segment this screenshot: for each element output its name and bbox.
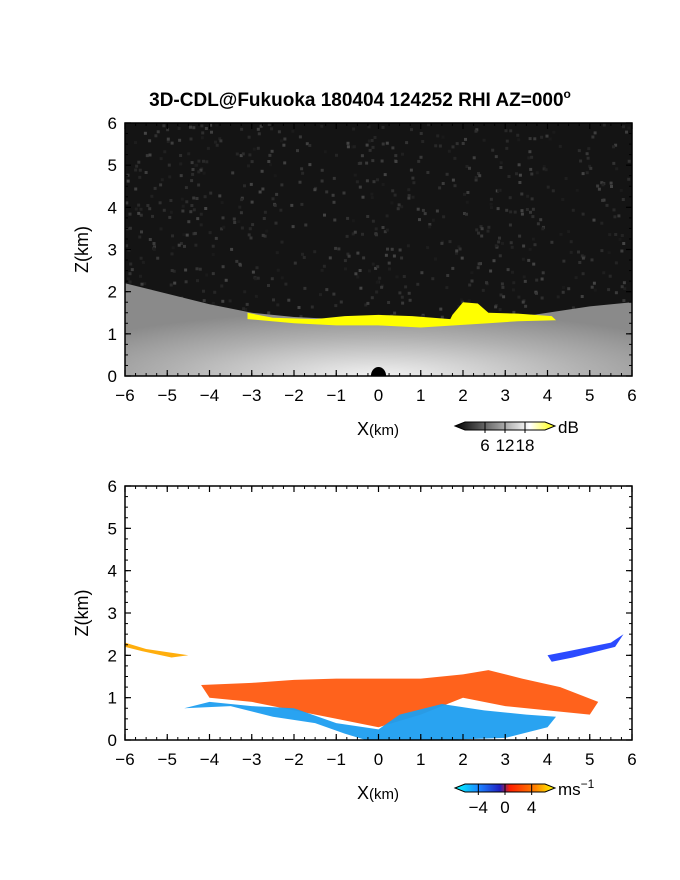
y-tick-label: 2 [108, 646, 117, 665]
x-tick-label: −6 [115, 386, 134, 405]
y-tick-label: 4 [108, 198, 117, 217]
aerosol-signal-region [125, 283, 632, 376]
x-tick-label: −4 [200, 386, 219, 405]
x-tick-label: −3 [242, 386, 261, 405]
x-tick-label: −1 [327, 386, 346, 405]
y-tick-label: 4 [108, 562, 117, 581]
y-axis-label: Z(km) [72, 226, 92, 273]
colorbar-unit: ms−1 [558, 777, 595, 799]
axis-ticks: −6 −5 −4 −3 −2 −1 0 1 2 3 4 5 6 0 1 2 3 4 5 6 [108, 114, 637, 405]
x-axis-label: X(km) [357, 783, 399, 803]
x-tick-label: 1 [416, 750, 425, 769]
y-tick-label: 1 [108, 325, 117, 344]
upper-left-echo-region [125, 642, 189, 658]
axis-ticks: −6 −5 −4 −3 −2 −1 0 1 2 3 4 5 6 0 1 2 3 4 5 6 [108, 477, 637, 769]
x-tick-label: −2 [284, 750, 303, 769]
x-tick-label: 3 [501, 750, 510, 769]
cloud-base-region [247, 302, 556, 328]
x-tick-label: −2 [284, 386, 303, 405]
colorbar-tick-label: 12 [496, 436, 515, 455]
y-tick-label: 0 [108, 367, 117, 386]
x-tick-label: −6 [115, 750, 134, 769]
x-tick-label: 2 [458, 750, 467, 769]
colorbar-tick-label: 18 [516, 436, 535, 455]
y-tick-label: 5 [108, 519, 117, 538]
negative-velocity-region [184, 701, 556, 740]
plot-layers [125, 123, 632, 376]
x-tick-label: −4 [200, 750, 219, 769]
x-tick-label: −5 [158, 750, 177, 769]
x-tick-label: 6 [627, 386, 636, 405]
x-tick-label: 0 [374, 386, 383, 405]
x-tick-label: 2 [458, 386, 467, 405]
x-tick-label: 6 [627, 750, 636, 769]
x-tick-label: 4 [543, 750, 552, 769]
x-tick-label: 4 [543, 386, 552, 405]
y-tick-label: 2 [108, 283, 117, 302]
x-tick-label: 0 [374, 750, 383, 769]
colorbar-unit: dB [558, 418, 579, 437]
chart-title: 3D-CDL@Fukuoka 180404 124252 RHI AZ=000o [149, 87, 571, 111]
colorbar-tick-label: 4 [527, 798, 536, 817]
colorbar-velocity: −4 0 4 ms−1 [453, 777, 595, 817]
colorbar-db: 6 12 18 dB [453, 418, 579, 455]
y-tick-label: 1 [108, 689, 117, 708]
y-tick-label: 3 [108, 604, 117, 623]
y-tick-label: 5 [108, 156, 117, 175]
colorbar-tick-label: −4 [469, 798, 488, 817]
x-axis-label: X(km) [357, 419, 399, 439]
bottom-panel-velocity: −6 −5 −4 −3 −2 −1 0 1 2 3 4 5 6 0 1 2 3 4 5 6 Z(km) X(km) −… [72, 477, 637, 817]
x-tick-label: −1 [327, 750, 346, 769]
upper-right-echo-region [547, 634, 624, 662]
colorbar-tick-label: 6 [480, 436, 489, 455]
x-tick-label: 5 [585, 750, 594, 769]
x-tick-label: 3 [501, 386, 510, 405]
y-tick-label: 6 [108, 477, 117, 496]
plot-layers [125, 634, 624, 740]
colorbar-tick-label: 0 [500, 798, 509, 817]
x-tick-label: 5 [585, 386, 594, 405]
x-tick-label: −3 [242, 750, 261, 769]
y-tick-label: 3 [108, 241, 117, 260]
y-tick-label: 6 [108, 114, 117, 133]
y-tick-label: 0 [108, 731, 117, 750]
x-tick-label: −5 [158, 386, 177, 405]
x-tick-label: 1 [416, 386, 425, 405]
positive-velocity-region [201, 670, 599, 728]
y-axis-label: Z(km) [72, 590, 92, 637]
